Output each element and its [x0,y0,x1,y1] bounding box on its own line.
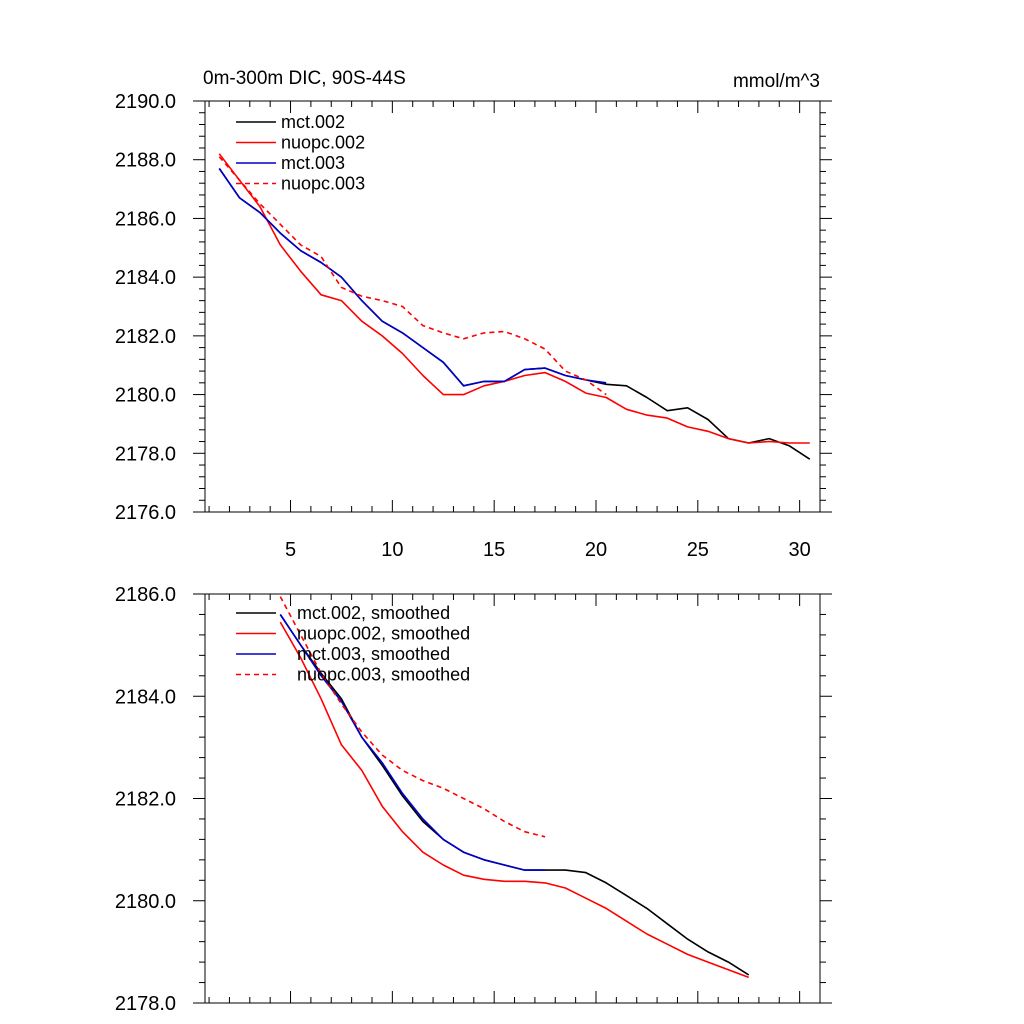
top-series-line-3 [218,168,607,387]
top-chart-title: 0m-300m DIC, 90S-44S [203,68,406,89]
top-chart-units: mmol/m^3 [733,71,820,92]
top-plot-frame [204,100,821,513]
top-legend-label-3: mct.003 [281,153,345,173]
top-y-tick-label: 2178.0 [115,443,176,465]
top-y-tick-label: 2186.0 [115,208,176,230]
bottom-y-tick-label: 2186.0 [115,584,176,606]
top-y-tick-label: 2176.0 [115,502,176,524]
top-chart-panel: 0m-300m DIC, 90S-44S mmol/m^3 5 10 15 20 25 3… [115,68,832,561]
bottom-chart-panel: 2178.0 2180.0 2182.0 2184.0 2186.0 mct.002, s… [115,584,832,1015]
bottom-y-tick-label: 2182.0 [115,789,176,811]
bottom-y-tick-label: 2180.0 [115,891,176,913]
top-x-tick-label: 20 [585,539,607,561]
bottom-y-tick-label: 2178.0 [115,993,176,1015]
top-y-tick-label: 2180.0 [115,385,176,407]
bottom-y-tick-label: 2184.0 [115,686,176,708]
bottom-legend-label-1: mct.002, smoothed [297,603,450,623]
top-y-tick-label: 2188.0 [115,150,176,172]
bottom-legend-label-3: mct.003, smoothed [297,644,450,664]
top-x-tick-label: 10 [381,539,403,561]
top-legend-label-1: mct.002 [281,112,345,132]
top-x-tick-label: 25 [687,539,709,561]
top-legend-label-2: nuopc.002 [281,133,365,153]
top-x-tick-label: 30 [789,539,811,561]
top-y-tick-label: 2184.0 [115,267,176,289]
top-series-line-4 [218,156,607,396]
top-y-tick-label: 2190.0 [115,91,176,113]
bottom-series-line-2 [279,621,749,979]
top-series-line-1 [218,168,811,460]
top-series-line-2 [218,153,810,444]
top-y-tick-label: 2182.0 [115,326,176,348]
bottom-series-line-4 [279,596,546,838]
top-legend-label-4: nuopc.003 [281,174,365,194]
bottom-legend-label-4: nuopc.003, smoothed [297,665,470,685]
top-x-tick-label: 5 [285,539,296,561]
bottom-series-line-3 [279,614,546,871]
top-x-tick-label: 15 [483,539,505,561]
bottom-legend-label-2: nuopc.002, smoothed [297,624,470,644]
